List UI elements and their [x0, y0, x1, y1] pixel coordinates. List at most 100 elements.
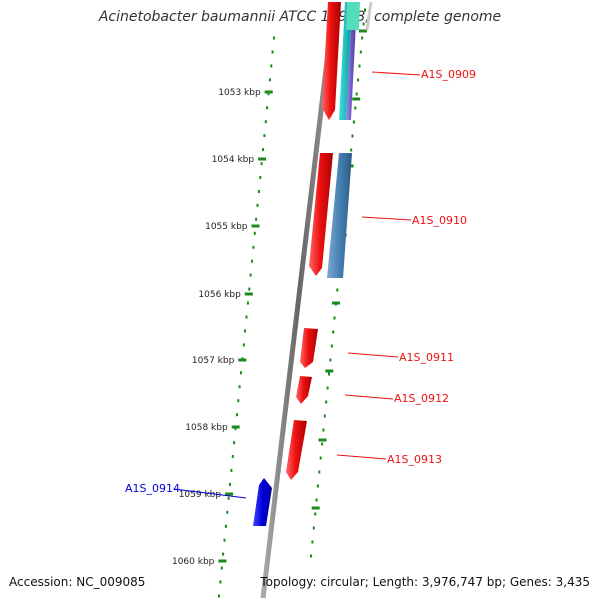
ruler-dot — [246, 301, 249, 305]
ruler-dot — [270, 64, 273, 68]
ruler-dot — [237, 399, 240, 403]
ruler-dot — [242, 343, 245, 347]
ruler-dot — [220, 566, 223, 570]
gene-shape-A1S_0909[interactable] — [322, 2, 341, 120]
tick-label: 1058 kbp — [185, 423, 228, 433]
tick-label: 1060 kbp — [172, 557, 215, 567]
backbone-shadow — [365, 1, 373, 31]
ruler-dot — [244, 329, 247, 333]
ruler-dot — [238, 385, 241, 389]
ruler-dot — [336, 288, 339, 292]
ruler-dot — [252, 245, 255, 249]
ruler-dot — [259, 176, 262, 179]
purple-feature-block — [346, 2, 357, 120]
ruler-dot — [256, 203, 259, 207]
ruler-dot — [351, 134, 354, 138]
callout-line-A1S_0912 — [344, 394, 394, 400]
ruler-dot — [350, 148, 353, 152]
ruler-dot — [355, 92, 358, 96]
ruler-dot — [322, 428, 325, 432]
callout-line-A1S_0914 — [173, 488, 247, 499]
ruler-dot — [314, 512, 317, 516]
ruler-dots-right — [310, 8, 366, 558]
tick-mark-right — [358, 29, 367, 33]
gene-label-A1S_0909[interactable]: A1S_0909 — [421, 68, 476, 81]
ruler-dot — [229, 482, 231, 486]
gene-callouts — [173, 71, 421, 499]
steel-feature-block — [327, 153, 352, 278]
tick-mark — [258, 157, 267, 161]
ruler-dot — [364, 8, 366, 12]
tick-mark — [238, 358, 247, 362]
ruler-dot — [312, 526, 315, 530]
ruler-dot — [273, 36, 275, 40]
callout-line-A1S_0910 — [361, 216, 412, 221]
ruler-dot — [230, 468, 233, 472]
gene-label-A1S_0911[interactable]: A1S_0911 — [399, 351, 454, 364]
gene-shape-A1S_0912[interactable] — [296, 376, 312, 404]
ruler-dot — [233, 441, 236, 445]
tick-label: 1059 kbp — [179, 490, 222, 500]
ruler-dot — [359, 50, 362, 54]
gene-shape-A1S_0910[interactable] — [309, 153, 333, 276]
ruler-dot — [255, 217, 258, 221]
tick-mark — [225, 492, 234, 496]
callout-line-A1S_0909 — [371, 71, 421, 76]
feature-tracks — [327, 2, 360, 278]
ruler-dot — [311, 540, 314, 544]
ruler-dot — [323, 414, 326, 418]
ruler-dot — [332, 330, 335, 334]
genome-backbone — [260, 1, 337, 599]
gene-label-A1S_0913[interactable]: A1S_0913 — [387, 453, 442, 466]
tick-mark — [264, 90, 273, 94]
gene-label-A1S_0914[interactable]: A1S_0914 — [125, 482, 180, 495]
ruler-dot — [328, 372, 330, 376]
ruler-dot — [234, 427, 237, 431]
ruler-dot — [325, 400, 328, 404]
tick-mark — [218, 559, 227, 563]
cyan-feature-block — [339, 2, 352, 120]
ruler-dots-left — [218, 36, 275, 598]
gene-shape-A1S_0914[interactable] — [253, 478, 272, 526]
ruler-dot — [361, 36, 364, 40]
ruler-dot — [315, 498, 318, 502]
ruler-dot — [253, 231, 256, 235]
ruler-dot — [329, 358, 332, 362]
ruler-dot — [257, 190, 260, 193]
gene-label-A1S_0912[interactable]: A1S_0912 — [394, 392, 449, 405]
ruler-dot — [271, 50, 274, 54]
ruler-dot — [260, 162, 263, 166]
tick-mark — [231, 425, 240, 429]
ruler-dot — [222, 552, 225, 556]
ruler-dot — [248, 287, 251, 291]
ruler-dot — [266, 106, 269, 110]
gene-shape-A1S_0913[interactable] — [286, 420, 307, 480]
callout-line-A1S_0913 — [336, 454, 387, 460]
ruler-dot — [321, 442, 324, 446]
ruler-dot — [316, 484, 319, 488]
tick-label: 1056 kbp — [198, 290, 241, 300]
ruler-dot — [267, 92, 270, 96]
ruler-dot — [354, 106, 357, 110]
tick-mark-right — [318, 438, 327, 442]
accession-text: Accession: NC_009085 — [9, 575, 146, 589]
tick-label: 1055 kbp — [205, 222, 248, 232]
ruler-dot — [263, 134, 266, 138]
tick-label: 1057 kbp — [192, 356, 235, 366]
tick-label: 1054 kbp — [212, 155, 255, 165]
gene-shape-A1S_0911[interactable] — [300, 328, 318, 368]
tick-mark-right — [311, 506, 320, 510]
ruler-dot — [231, 455, 234, 458]
ruler-dot — [333, 316, 336, 320]
ruler-dot — [223, 538, 226, 542]
ruler-dot — [245, 315, 248, 319]
gene-label-A1S_0910[interactable]: A1S_0910 — [412, 214, 467, 227]
ruler-dot — [310, 554, 312, 558]
ruler-dot — [227, 496, 230, 500]
ruler-dot — [362, 22, 365, 26]
ruler-dot — [262, 148, 264, 152]
ruler-dot — [352, 120, 355, 124]
ruler-dot — [268, 78, 271, 82]
ruler-dot — [330, 344, 333, 348]
